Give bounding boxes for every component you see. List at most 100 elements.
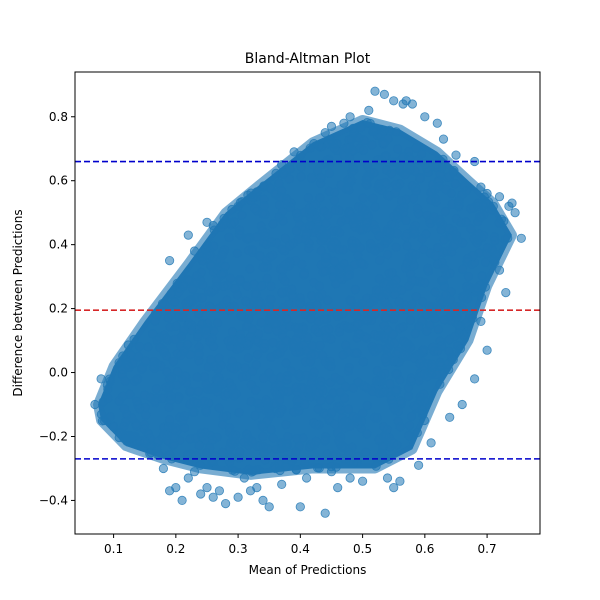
scatter-point — [213, 318, 223, 328]
scatter-point — [244, 464, 254, 474]
scatter-point — [426, 195, 436, 205]
scatter-point — [314, 316, 324, 326]
scatter-point — [129, 334, 139, 344]
scatter-point — [295, 502, 305, 512]
scatter-point — [398, 167, 408, 178]
scatter-point — [478, 210, 489, 220]
scatter-point — [288, 238, 298, 248]
scatter-point — [254, 403, 265, 414]
scatter-point — [308, 160, 318, 170]
scatter-point — [432, 259, 443, 269]
scatter-point — [292, 208, 302, 218]
x-tick-label: 0.5 — [353, 542, 372, 556]
scatter-point — [361, 179, 371, 189]
x-tick-label: 0.3 — [229, 542, 248, 556]
scatter-point — [232, 344, 242, 354]
scatter-point — [247, 437, 257, 447]
scatter-point — [373, 155, 383, 165]
scatter-point — [422, 326, 432, 336]
scatter-point — [389, 96, 399, 106]
scatter-point — [420, 278, 430, 288]
scatter-point — [431, 250, 441, 261]
scatter-point — [374, 274, 384, 284]
scatter-point — [260, 231, 270, 241]
scatter-point — [134, 341, 144, 352]
scatter-point — [401, 194, 411, 204]
scatter-point — [415, 358, 425, 369]
scatter-point — [381, 343, 392, 354]
scatter-point — [373, 183, 383, 193]
scatter-point — [276, 186, 287, 196]
scatter-point — [109, 422, 119, 432]
scatter-point — [218, 412, 228, 422]
scatter-point — [391, 387, 401, 397]
scatter-point — [384, 268, 394, 278]
scatter-point — [338, 245, 348, 255]
scatter-point — [356, 416, 367, 426]
scatter-point — [295, 298, 306, 308]
scatter-point — [435, 379, 445, 389]
scatter-point — [183, 473, 193, 483]
scatter-point — [245, 264, 255, 274]
scatter-point — [309, 367, 319, 377]
scatter-point — [168, 356, 178, 367]
scatter-point — [266, 281, 276, 291]
scatter-point — [433, 324, 444, 334]
scatter-point — [487, 245, 498, 255]
scatter-point — [118, 391, 128, 401]
scatter-point — [450, 179, 460, 189]
scatter-point — [299, 270, 309, 280]
scatter-point — [194, 440, 204, 451]
scatter-point — [480, 257, 490, 267]
scatter-point — [382, 473, 393, 483]
scatter-point — [232, 248, 242, 258]
x-tick-label: 0.6 — [415, 542, 434, 556]
scatter-point — [250, 288, 260, 298]
scatter-point — [422, 371, 432, 382]
scatter-point — [172, 380, 182, 390]
scatter-point — [409, 229, 419, 239]
scatter-point — [186, 386, 196, 396]
scatter-point — [401, 215, 411, 225]
scatter-point — [184, 297, 194, 307]
scatter-point — [212, 432, 222, 442]
scatter-point — [345, 295, 355, 305]
scatter-point — [386, 219, 397, 229]
scatter-point — [289, 147, 299, 157]
scatter-point — [222, 295, 232, 305]
scatter-point — [119, 404, 130, 414]
scatter-point — [330, 372, 340, 383]
scatter-point — [417, 234, 427, 244]
scatter-point — [277, 479, 287, 489]
scatter-point — [193, 332, 203, 342]
scatter-point — [468, 250, 478, 261]
scatter-point — [429, 346, 439, 356]
scatter-point — [99, 415, 109, 426]
scatter-point — [314, 140, 324, 151]
scatter-point — [326, 121, 337, 132]
scatter-point — [283, 431, 293, 442]
scatter-point — [323, 210, 333, 220]
scatter-point — [393, 144, 403, 154]
scatter-point — [294, 441, 304, 452]
scatter-point — [354, 133, 364, 143]
scatter-point — [266, 424, 276, 434]
scatter-point — [324, 324, 334, 334]
scatter-point — [281, 194, 292, 204]
scatter-point — [328, 452, 339, 462]
x-tick-label: 0.1 — [104, 542, 123, 556]
scatter-point — [382, 236, 392, 246]
scatter-point — [318, 267, 328, 277]
scatter-point — [392, 229, 402, 239]
scatter-point — [320, 128, 330, 138]
scatter-point — [374, 434, 384, 444]
scatter-point — [466, 224, 476, 234]
scatter-point — [289, 407, 299, 417]
scatter-point — [445, 412, 455, 422]
scatter-point — [127, 431, 137, 442]
scatter-point — [380, 353, 390, 364]
scatter-point — [403, 391, 414, 401]
scatter-point — [292, 433, 302, 444]
scatter-point — [435, 214, 445, 225]
scatter-point — [451, 150, 461, 160]
